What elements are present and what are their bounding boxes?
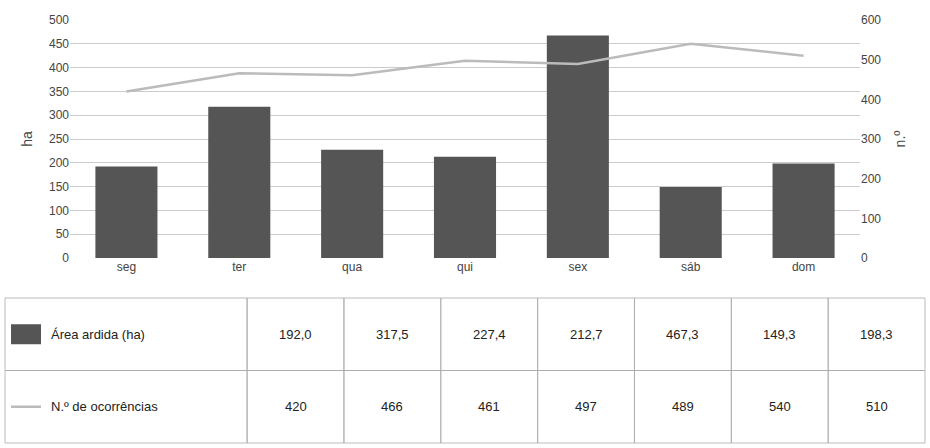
svg-text:500: 500 xyxy=(861,53,881,67)
svg-text:qua: qua xyxy=(342,260,362,274)
svg-text:400: 400 xyxy=(861,93,881,107)
svg-text:450: 450 xyxy=(49,37,69,51)
svg-text:400: 400 xyxy=(49,61,69,75)
svg-text:149,3: 149,3 xyxy=(763,327,796,342)
svg-text:0: 0 xyxy=(62,251,69,265)
svg-text:510: 510 xyxy=(866,399,888,414)
svg-text:300: 300 xyxy=(861,132,881,146)
svg-text:461: 461 xyxy=(478,399,500,414)
svg-text:500: 500 xyxy=(49,13,69,27)
svg-text:198,3: 198,3 xyxy=(860,327,893,342)
svg-text:467,3: 467,3 xyxy=(666,327,699,342)
svg-text:489: 489 xyxy=(672,399,694,414)
svg-text:227,4: 227,4 xyxy=(473,327,506,342)
svg-text:250: 250 xyxy=(49,132,69,146)
svg-text:qui: qui xyxy=(457,260,473,274)
svg-text:600: 600 xyxy=(861,13,881,27)
svg-text:192,0: 192,0 xyxy=(279,327,312,342)
svg-text:n.º: n.º xyxy=(892,131,908,148)
svg-text:dom: dom xyxy=(792,260,815,274)
svg-text:420: 420 xyxy=(285,399,307,414)
svg-text:317,5: 317,5 xyxy=(376,327,409,342)
svg-text:540: 540 xyxy=(769,399,791,414)
svg-text:ha: ha xyxy=(19,131,35,147)
svg-text:200: 200 xyxy=(49,156,69,170)
svg-text:seg: seg xyxy=(117,260,136,274)
svg-text:150: 150 xyxy=(49,180,69,194)
svg-text:212,7: 212,7 xyxy=(570,327,603,342)
svg-text:0: 0 xyxy=(861,251,868,265)
svg-text:300: 300 xyxy=(49,108,69,122)
svg-text:sáb: sáb xyxy=(681,260,701,274)
svg-text:sex: sex xyxy=(569,260,588,274)
svg-text:50: 50 xyxy=(56,227,70,241)
svg-text:466: 466 xyxy=(381,399,403,414)
svg-text:200: 200 xyxy=(861,172,881,186)
svg-text:100: 100 xyxy=(861,212,881,226)
svg-text:350: 350 xyxy=(49,85,69,99)
svg-text:100: 100 xyxy=(49,204,69,218)
svg-text:N.º de ocorrências: N.º de ocorrências xyxy=(51,399,158,414)
svg-text:497: 497 xyxy=(575,399,597,414)
svg-text:ter: ter xyxy=(232,260,246,274)
svg-text:Área ardida (ha): Área ardida (ha) xyxy=(51,327,145,342)
